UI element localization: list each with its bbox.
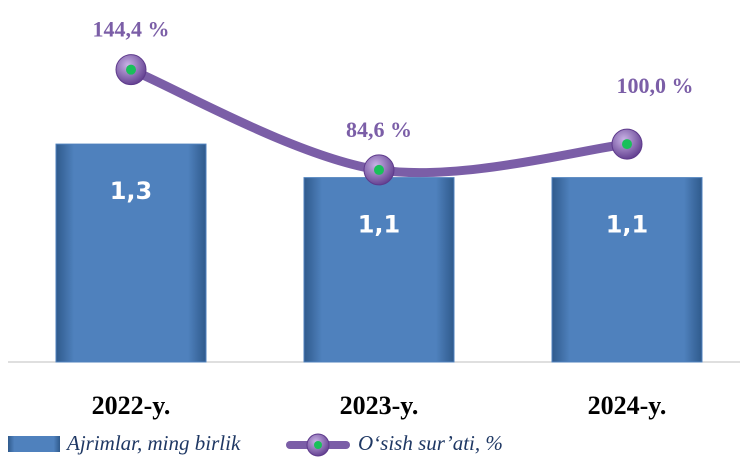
line-value-label: 84,6 % — [346, 117, 412, 142]
x-tick-label: 2023-y. — [340, 391, 419, 420]
bar-value-label: 1,1 — [358, 211, 401, 239]
line-value-label: 100,0 % — [617, 73, 694, 98]
bar-value-label: 1,3 — [110, 177, 153, 205]
bar — [551, 177, 703, 363]
bar — [303, 177, 455, 363]
legend-label: O‘sish sur’ati, % — [358, 431, 503, 455]
line-marker-dot — [126, 64, 136, 75]
x-tick-label: 2022-y. — [92, 391, 171, 420]
bar — [55, 143, 207, 363]
line-marker-dot — [622, 139, 632, 150]
line-value-label: 144,4 % — [93, 17, 170, 42]
legend-label: Ajrimlar, ming birlik — [65, 431, 241, 455]
legend-marker-dot — [314, 441, 322, 449]
bar-value-label: 1,1 — [606, 211, 649, 239]
legend-bar-swatch — [8, 436, 60, 452]
line-marker-dot — [374, 164, 384, 175]
x-tick-label: 2024-y. — [588, 391, 667, 420]
